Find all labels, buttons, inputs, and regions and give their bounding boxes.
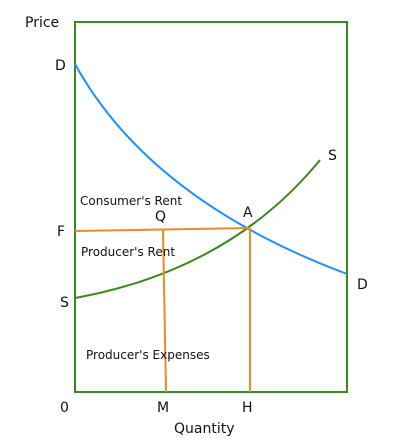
supply-curve [74,159,321,299]
consumers-rent-label: Consumer's Rent [80,194,182,208]
point-a-label: A [243,205,253,221]
y-axis-label: Price [25,15,59,31]
point-q-label: Q [155,209,166,225]
price-line-f-to-a [74,227,251,232]
point-f-label: F [57,224,65,240]
demand-label-top: D [55,58,66,74]
demand-curve [74,63,348,275]
x-axis-label: Quantity [174,421,235,437]
origin-label: 0 [60,400,69,416]
point-h-label: H [242,400,253,416]
producers-expenses-label: Producer's Expenses [86,348,210,362]
demand-label-right: D [357,277,368,293]
producers-rent-label: Producer's Rent [81,245,175,259]
supply-label-left: S [60,295,69,311]
plot-frame [74,21,348,393]
point-m-label: M [157,400,169,416]
supply-label-top: S [328,148,337,164]
quantity-line-q-to-m [162,229,167,393]
